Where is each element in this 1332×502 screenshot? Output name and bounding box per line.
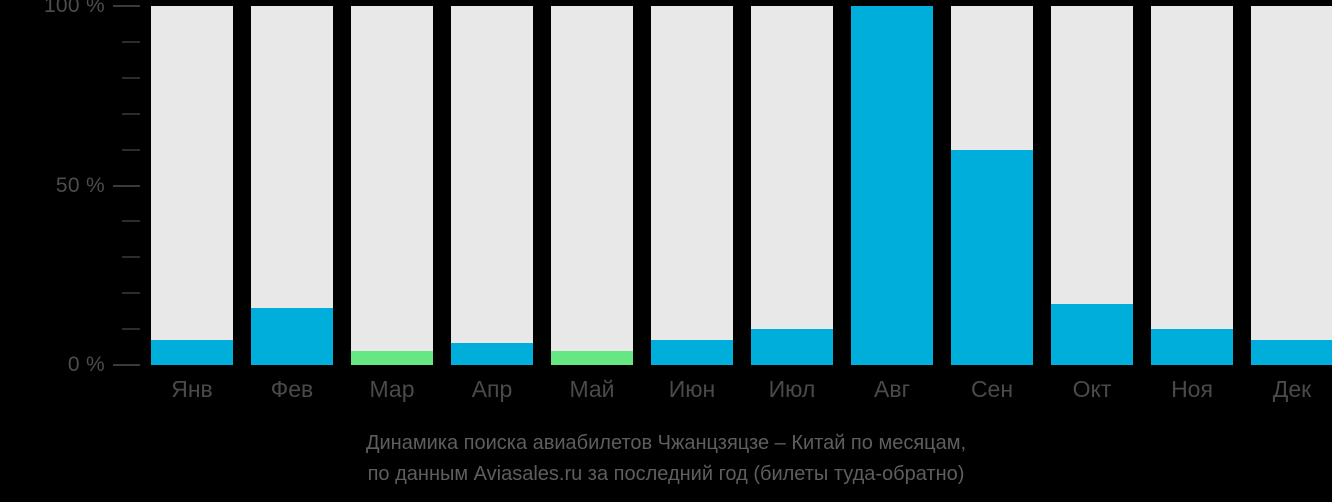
- x-axis-tick-label: Сен: [970, 376, 1014, 402]
- y-axis-tick: [122, 112, 140, 115]
- y-axis-tick: [122, 292, 140, 295]
- bar-fill: [1151, 329, 1233, 365]
- x-axis-tick-label: Июн: [668, 376, 716, 402]
- bar-fill: [651, 339, 733, 365]
- x-axis-tick-label: Янв: [171, 376, 213, 402]
- y-axis-tick: [122, 148, 140, 151]
- y-axis-tick: [122, 256, 140, 259]
- x-axis-tick-label: Мар: [369, 376, 415, 402]
- bar-fill: [151, 339, 233, 365]
- x-axis-tick-label: Май: [569, 376, 615, 402]
- plot-area: [151, 6, 1332, 365]
- bar-column[interactable]: [851, 6, 933, 365]
- bar-fill: [951, 149, 1033, 365]
- bar-column[interactable]: [551, 6, 633, 365]
- y-axis: 100 % 50 % 0 %: [0, 0, 151, 376]
- bar-column[interactable]: [1051, 6, 1133, 365]
- bar-track: [351, 6, 433, 365]
- x-axis-tick-label: Июл: [768, 376, 816, 402]
- bar-fill: [751, 329, 833, 365]
- x-axis-tick-label: Ноя: [1171, 376, 1213, 402]
- y-axis-tick-label: 100 %: [43, 0, 105, 17]
- y-axis-tick-label: 50 %: [55, 173, 105, 197]
- bar-fill: [851, 6, 933, 365]
- bar-track: [751, 6, 833, 365]
- x-axis-tick-label: Окт: [1072, 376, 1112, 402]
- x-axis-tick-label: Дек: [1272, 376, 1312, 402]
- y-axis-tick-label: 0 %: [67, 353, 105, 376]
- x-axis: Янв Фев Мар Апр Май Июн Июл Авг Сен Окт Ноя Дек: [151, 376, 1332, 414]
- chart-caption: Динамика поиска авиабилетов Чжанцзяцзе –…: [0, 428, 1332, 490]
- bar-column[interactable]: [651, 6, 733, 365]
- bar-track: [1151, 6, 1233, 365]
- bar-track: [651, 6, 733, 365]
- chart-caption-line-1: Динамика поиска авиабилетов Чжанцзяцзе –…: [365, 432, 967, 454]
- bar-track: [151, 6, 233, 365]
- bar-column[interactable]: [151, 6, 233, 365]
- y-axis-tick: [122, 76, 140, 79]
- bar-fill: [451, 343, 533, 365]
- bar-track: [251, 6, 333, 365]
- bar-track: [551, 6, 633, 365]
- y-axis-tick: [122, 220, 140, 223]
- y-axis-tick: [113, 5, 140, 7]
- y-axis-tick: [122, 40, 140, 43]
- bar-fill: [1251, 339, 1332, 365]
- bar-column[interactable]: [251, 6, 333, 365]
- bar-column[interactable]: [351, 6, 433, 365]
- bar-fill: [551, 350, 633, 365]
- bar-column[interactable]: [1251, 6, 1332, 365]
- bar-fill: [251, 307, 333, 365]
- bar-track: [1251, 6, 1332, 365]
- x-axis-tick-label: Апр: [471, 376, 513, 402]
- chart-caption-line-2: по данным Aviasales.ru за последний год …: [367, 463, 965, 485]
- y-axis-tick: [113, 364, 140, 366]
- x-axis-tick-label: Фев: [270, 376, 314, 402]
- bar-column[interactable]: [751, 6, 833, 365]
- bar-fill: [351, 350, 433, 365]
- y-axis-tick: [113, 184, 140, 187]
- x-axis-tick-label: Авг: [874, 376, 910, 402]
- bar-track: [451, 6, 533, 365]
- bar-column[interactable]: [451, 6, 533, 365]
- bar-fill: [1051, 303, 1133, 365]
- bar-column[interactable]: [951, 6, 1033, 365]
- y-axis-tick: [122, 328, 140, 331]
- bar-column[interactable]: [1151, 6, 1233, 365]
